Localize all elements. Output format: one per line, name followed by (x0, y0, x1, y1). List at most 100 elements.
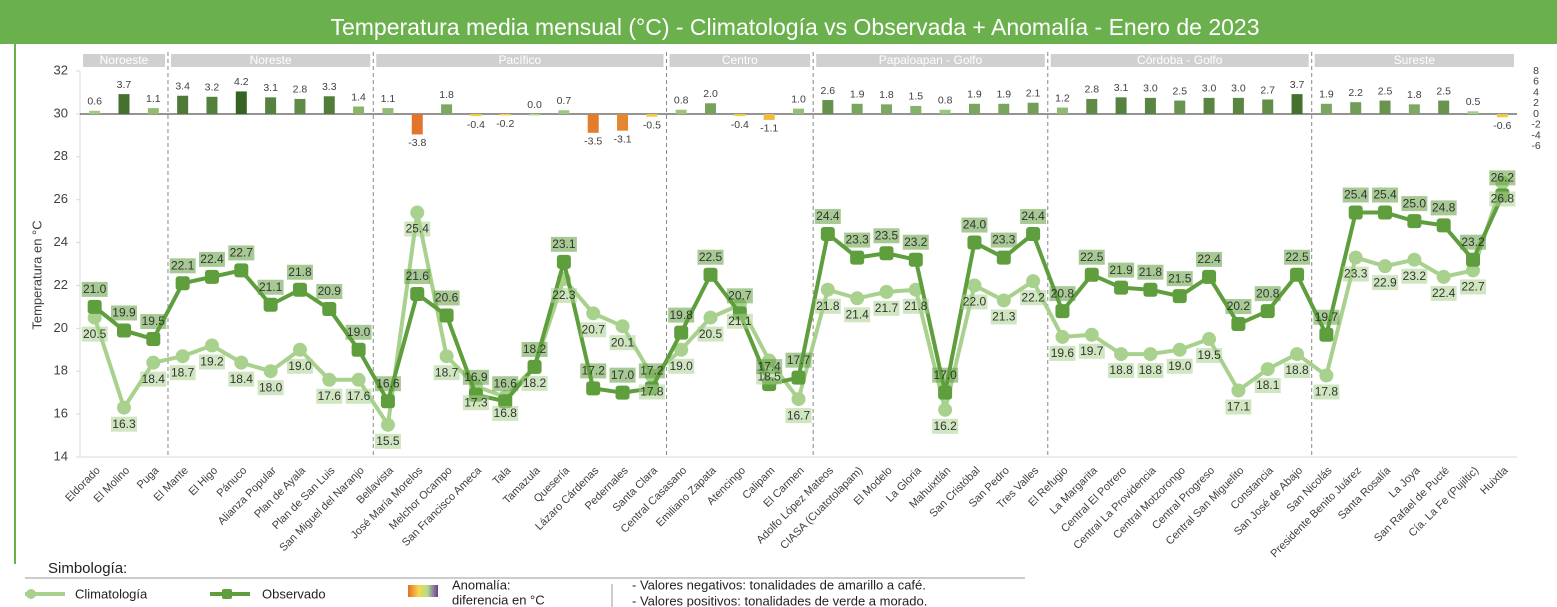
data-label: 24.4 (1021, 209, 1045, 223)
label-bg (316, 388, 343, 404)
x-tick-label: El Higo (187, 465, 221, 499)
label-bg (140, 314, 167, 330)
label-bg (521, 341, 548, 357)
marker (116, 400, 131, 415)
label-bg (1401, 196, 1428, 212)
label-bg (433, 290, 460, 306)
anomaly-bar (793, 108, 804, 115)
data-label: 23.2 (904, 235, 928, 249)
anomaly-label: 2.7 (1260, 84, 1275, 96)
marker (1084, 327, 1099, 342)
data-label: 16.9 (464, 370, 488, 384)
data-label: 21.8 (816, 299, 840, 313)
anomaly-bar (1232, 97, 1244, 115)
anomaly-bar (998, 103, 1010, 115)
data-label: 24.8 (1432, 201, 1456, 215)
marker (351, 342, 366, 357)
label-bg (1342, 266, 1369, 282)
anomaly-bar (1291, 94, 1303, 115)
data-label: 22.4 (1432, 286, 1456, 300)
frame (14, 44, 16, 564)
legend-note: - Valores positivos: tonalidades de verd… (632, 593, 927, 607)
marker (292, 282, 307, 297)
label-bg (1489, 170, 1516, 186)
marker (380, 417, 395, 432)
marker (1202, 269, 1217, 284)
marker (938, 402, 953, 417)
legend-title: Simbología: (48, 560, 127, 577)
marker (1084, 267, 1099, 282)
anomaly-bar (265, 97, 277, 115)
anomaly-bar (411, 114, 423, 135)
label-bg (521, 375, 548, 391)
anomaly-label: 3.4 (175, 81, 190, 93)
data-label: 21.4 (845, 307, 869, 321)
data-label: 19.0 (1168, 359, 1192, 373)
label-bg (814, 208, 841, 224)
label-bg (1460, 234, 1487, 250)
data-label: 18.2 (523, 376, 547, 390)
y-tick-label: 30 (54, 105, 68, 120)
anomaly-label: 1.5 (909, 91, 924, 103)
data-label: 17.2 (640, 364, 664, 378)
marker (146, 332, 161, 347)
label-bg (462, 395, 489, 411)
data-label: 21.8 (288, 265, 312, 279)
marker (1466, 263, 1481, 278)
data-label: 25.4 (1344, 188, 1368, 202)
label-bg (374, 376, 401, 392)
anomaly-bar (851, 103, 863, 115)
marker (527, 359, 542, 374)
anomaly-label: 4.2 (234, 76, 249, 88)
marker (1260, 304, 1275, 319)
label-bg (726, 288, 753, 304)
anomaly-bar (822, 100, 834, 115)
label-bg (345, 388, 372, 404)
x-tick-label: Tala (491, 464, 514, 487)
label-bg (1166, 271, 1193, 287)
data-label: 16.6 (376, 376, 400, 390)
label-bg (814, 298, 841, 314)
anomaly-label: 3.1 (263, 82, 278, 94)
data-label: 23.3 (992, 233, 1016, 247)
anomaly-label: -0.2 (496, 118, 514, 130)
label-bg (932, 418, 959, 434)
data-label: 22.7 (230, 246, 254, 260)
x-tick-label: Huixtla (1478, 464, 1511, 497)
anomaly-bar (1350, 102, 1362, 115)
anomaly-bar (1086, 98, 1098, 115)
anomaly-label: 1.8 (1407, 89, 1422, 101)
anomaly-label: 3.7 (1290, 79, 1305, 91)
label-bg (638, 384, 665, 400)
data-label: 17.0 (933, 368, 957, 382)
label-bg (844, 232, 871, 248)
anomaly-label: -0.6 (1493, 120, 1511, 132)
anomaly-label: 1.1 (146, 93, 161, 105)
anomaly-label: 1.2 (1055, 92, 1070, 104)
data-label: 17.3 (464, 395, 488, 409)
anomaly-bar (1438, 100, 1450, 115)
marker (175, 349, 190, 364)
label-bg (961, 294, 988, 310)
label-bg (697, 249, 724, 265)
region-label: Córdoba - Golfo (1137, 53, 1223, 67)
label-bg (1313, 384, 1340, 400)
marker (1407, 214, 1422, 229)
data-label: 19.0 (347, 325, 371, 339)
data-label: 17.7 (787, 353, 811, 367)
data-label: 18.2 (523, 342, 547, 356)
x-tick-label: Puga (135, 464, 162, 491)
region-header (816, 54, 1045, 67)
anomaly-bar (646, 114, 658, 117)
marker (674, 325, 689, 340)
label-bg (404, 221, 431, 237)
anomaly-bar (235, 91, 247, 115)
data-label: 19.5 (142, 314, 166, 328)
label-bg (1430, 285, 1457, 301)
y2-tick-label: 6 (1533, 76, 1539, 88)
label-bg (81, 326, 108, 342)
data-label: 21.6 (406, 269, 430, 283)
legend-anomaly: diferencia en °C (452, 592, 545, 607)
label-bg (785, 352, 812, 368)
marker (1436, 269, 1451, 284)
